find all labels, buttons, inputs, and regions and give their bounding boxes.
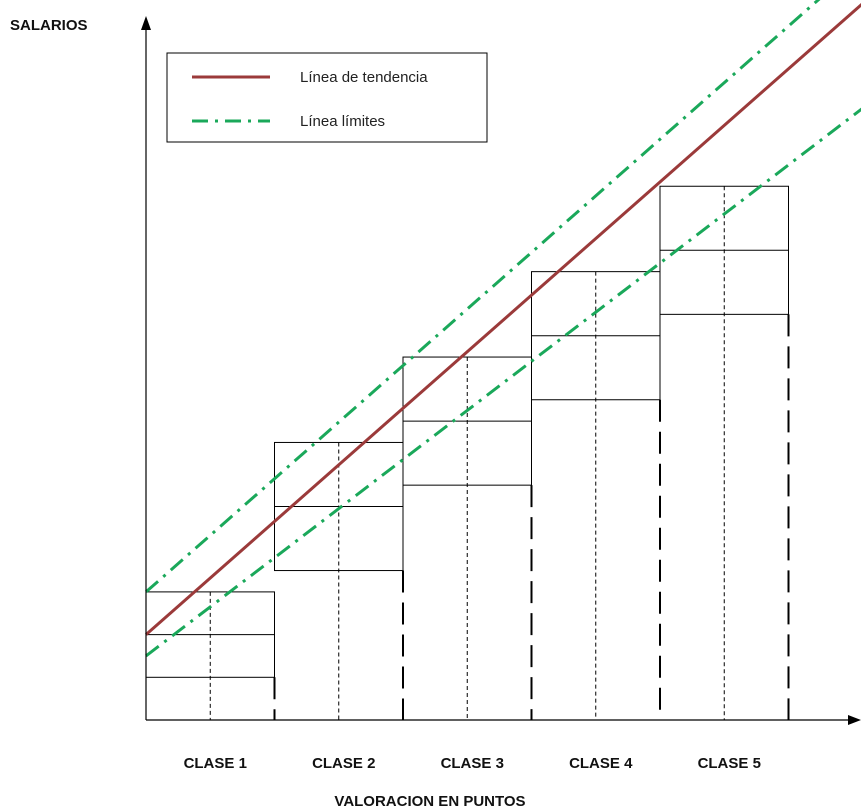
salary-band — [531, 271, 661, 720]
category-label: CLASE 1 — [184, 755, 247, 772]
salary-band — [145, 591, 276, 720]
category-label: CLASE 5 — [698, 755, 761, 772]
legend-box — [166, 52, 488, 143]
salary-band — [402, 356, 533, 720]
legend: Línea de tendencia Línea límites — [166, 52, 488, 143]
category-label: CLASE 2 — [312, 755, 375, 772]
legend-label-trend: Línea de tendencia — [300, 69, 428, 86]
x-axis-arrow-icon — [848, 715, 861, 725]
y-axis-arrow-icon — [141, 16, 151, 30]
salary-bands — [145, 185, 790, 720]
x-axis-label: VALORACION EN PUNTOS — [334, 793, 525, 810]
salary-band — [659, 185, 790, 720]
category-label: CLASE 4 — [569, 755, 633, 772]
trend-lines — [145, 0, 861, 658]
category-labels: CLASE 1 CLASE 2 CLASE 3 CLASE 4 CLASE 5 — [184, 755, 761, 772]
salary-band — [274, 441, 404, 720]
legend-label-limits: Línea límites — [300, 113, 385, 130]
trend-line — [145, 2, 861, 636]
upper-limit-line — [145, 0, 821, 594]
category-label: CLASE 3 — [441, 755, 504, 772]
axes — [141, 16, 861, 725]
lower-limit-line — [145, 107, 861, 658]
y-axis-label: SALARIOS — [10, 17, 88, 34]
